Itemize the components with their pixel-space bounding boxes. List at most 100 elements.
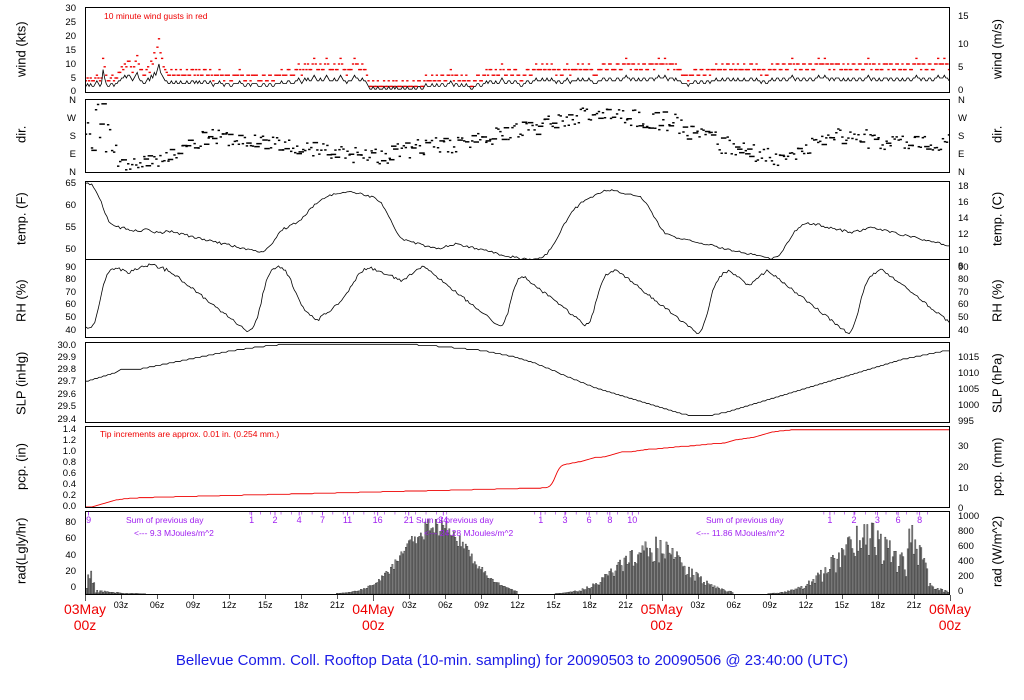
rad-rtick-800: 800	[958, 526, 974, 537]
rh-ylabel-left: RH (%)	[13, 279, 29, 323]
day-text: 06May	[928, 601, 972, 617]
xaxis-tick-18: 15z	[834, 600, 850, 610]
xaxis-tick-14: 03z	[690, 600, 705, 610]
slp-tick-297: 29.7	[57, 376, 77, 387]
wind-tick-5: 5	[70, 73, 76, 84]
hour-text: 00z	[650, 617, 673, 634]
pcp-tick-06: 0.6	[62, 468, 76, 479]
xaxis-tick-7: 03z	[402, 600, 417, 610]
dir-rtick-s: S	[958, 131, 965, 142]
temp-rtick-12: 12	[958, 229, 969, 240]
xaxis-tick-0: 03z	[113, 600, 129, 610]
xaxis-day-label-1: 04May 00z	[333, 601, 413, 633]
slp-rtick-995: 995	[958, 416, 974, 427]
rad-scale-number-2-0: 1	[538, 515, 544, 525]
rad-tick-80: 80	[65, 517, 76, 528]
rh-rtick-80: 80	[958, 274, 969, 285]
dir-rtick-w: W	[958, 113, 967, 124]
rad-scale-number-3-4: 8	[917, 515, 923, 525]
wind-panel: 10 minute wind gusts in red	[85, 7, 950, 93]
rad-tick-40: 40	[65, 550, 76, 561]
xaxis-tickmark-10	[517, 595, 519, 599]
pcp-ylabel-left: pcp. (in)	[13, 443, 29, 491]
temp-rtick-10: 10	[958, 245, 969, 256]
xaxis-tickmark-13	[625, 595, 627, 599]
rad-scale-number-2-4: 10	[627, 515, 638, 525]
rad-tick-60: 60	[65, 533, 76, 544]
xaxis-tick-11: 15z	[546, 600, 561, 610]
pcp-rtick-10: 10	[958, 483, 969, 494]
rad-scale-number-3-2: 3	[874, 515, 880, 525]
rad-sum-label-2: Sum of previous day	[416, 515, 494, 525]
rh-rtick-90: 90	[958, 262, 969, 273]
dir-rtick-n-bot: N	[958, 167, 965, 178]
dir-tick-e: E	[69, 149, 76, 160]
pcp-tick-14: 1.4	[62, 424, 76, 435]
rad-scale-number-3-1: 2	[851, 515, 857, 525]
temperature-trace	[86, 182, 949, 261]
xaxis-tick-19: 18z	[870, 600, 886, 610]
xaxis-tickmark-11	[553, 595, 555, 599]
precip-tip-annotation: Tip increments are approx. 0.01 in. (0.2…	[100, 429, 280, 439]
xaxis-tick-10: 12z	[510, 600, 525, 610]
dir-tick-n-top: N	[69, 95, 76, 106]
temp-rtick-16: 16	[958, 197, 969, 208]
pressure-plot-svg	[86, 343, 949, 416]
hour-text: 00z	[73, 617, 97, 634]
xaxis-tick-13: 21z	[618, 600, 633, 610]
pcp-rtick-20: 20	[958, 462, 969, 473]
xaxis-tickmark-14	[697, 595, 699, 599]
day-text: 05May	[640, 601, 683, 617]
rad-scale-number-3-0: 1	[827, 515, 833, 525]
wind-tick-10: 10	[65, 59, 76, 70]
rad-scale-number-3-3: 6	[895, 515, 901, 525]
rad-scale-number-2-1: 3	[562, 515, 568, 525]
xaxis-day-label-2: 05May 00z	[622, 601, 702, 633]
slp-tick-300: 30.0	[57, 340, 77, 351]
wind-tick-30: 30	[65, 3, 76, 14]
hour-text: 00z	[938, 617, 962, 634]
rh-rtick-50: 50	[958, 312, 969, 323]
dir-ylabel-left: dir.	[13, 125, 29, 144]
dir-rtick-n-top: N	[958, 95, 965, 106]
rad-tick-0: 0	[70, 582, 76, 593]
xaxis-tickmark-1	[157, 595, 159, 599]
xaxis-tickmark-8	[445, 595, 447, 599]
xaxis-tickmark-5	[301, 595, 303, 599]
xaxis-tickmark-12	[589, 595, 591, 599]
pcp-rtick-30: 30	[958, 441, 969, 452]
wind-tick-15: 15	[65, 45, 76, 56]
precipitation-panel: Tip increments are approx. 0.01 in. (0.2…	[85, 426, 950, 508]
rh-rtick-70: 70	[958, 287, 969, 298]
temperature-plot-svg	[86, 182, 949, 261]
rad-scale-number-1-3: 7	[319, 515, 325, 525]
xaxis-tick-6: 21z	[330, 600, 345, 610]
radiation-scale-ticks	[88, 512, 928, 516]
xaxis-tickmark-17	[805, 595, 807, 599]
rh-tick-50: 50	[65, 312, 76, 323]
pcp-tick-12: 1.2	[62, 435, 76, 446]
wind-gust-markers	[86, 38, 949, 88]
slp-tick-296: 29.6	[57, 389, 77, 400]
slp-rtick-1010: 1010	[958, 368, 980, 379]
dir-tick-n-bot: N	[69, 167, 76, 178]
rad-rtick-600: 600	[958, 541, 974, 552]
dir-tick-w: W	[67, 113, 76, 124]
day-text: 04May	[352, 601, 395, 617]
rad-scale-number-1-6: 21	[403, 515, 414, 525]
humidity-trace	[86, 263, 949, 335]
rad-sum-label-3: Sum of previous day	[706, 515, 784, 525]
xaxis-tickmark-6	[337, 595, 339, 599]
wind-plot-svg	[86, 38, 949, 91]
radiation-bars	[86, 519, 949, 594]
pcp-tick-10: 1.0	[62, 446, 76, 457]
slp-rtick-1000: 1000	[958, 400, 980, 411]
xaxis-tick-15: 06z	[726, 600, 741, 610]
rh-tick-80: 80	[65, 274, 76, 285]
xaxis-tickmark-0	[121, 595, 123, 599]
humidity-plot-svg	[86, 263, 949, 335]
xaxis-tickmark-2	[193, 595, 195, 599]
rad-scale-number-1-7: 24	[438, 515, 449, 525]
precipitation-trace	[86, 429, 949, 507]
